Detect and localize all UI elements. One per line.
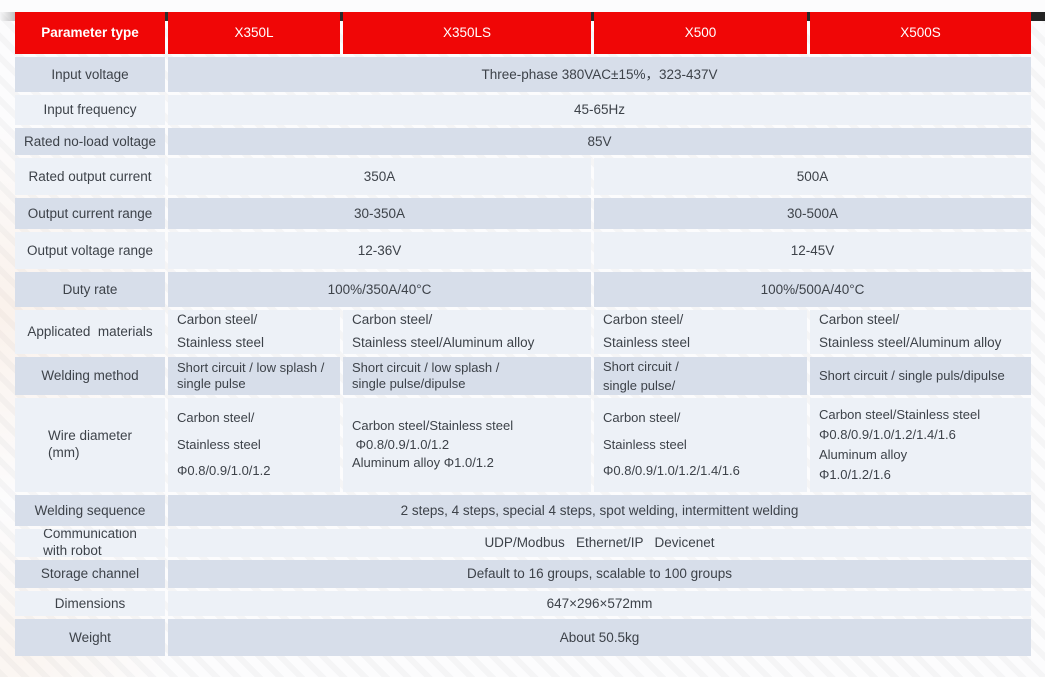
param-label-text: Wire diameter (mm): [47, 428, 133, 460]
row-no-load-voltage: Rated no-load voltage 85V: [15, 128, 1031, 155]
table-header-row: Parameter type X350L X350LS X500 X500S: [15, 12, 1031, 54]
value-wire-x350l: Carbon steel/ Stainless steel Φ0.8/0.9/1…: [168, 398, 340, 492]
row-input-frequency: Input frequency 45-65Hz: [15, 95, 1031, 125]
value-weight: About 50.5kg: [168, 619, 1031, 656]
param-label: Welding method: [15, 357, 165, 395]
param-label: Weight: [15, 619, 165, 656]
param-label: Applicated materials: [15, 310, 165, 354]
value-duty-rate-500: 100%/500A/40°C: [594, 272, 1031, 307]
row-output-current-range: Output current range 30-350A 30-500A: [15, 198, 1031, 229]
value-materials-x350ls: Carbon steel/ Stainless steel/Aluminum a…: [343, 310, 591, 354]
value-no-load-voltage: 85V: [168, 128, 1031, 155]
param-label: Duty rate: [15, 272, 165, 307]
header-model-x350l: X350L: [168, 12, 340, 54]
param-label: Communication with robot: [15, 529, 165, 557]
value-wire-x350ls: Carbon steel/Stainless steel Φ0.8/0.9/1.…: [343, 398, 591, 492]
param-label: Rated output current: [15, 158, 165, 195]
row-storage-channel: Storage channel Default to 16 groups, sc…: [15, 560, 1031, 588]
row-rated-output-current: Rated output current 350A 500A: [15, 158, 1031, 195]
param-label: Rated no-load voltage: [15, 128, 165, 155]
row-duty-rate: Duty rate 100%/350A/40°C 100%/500A/40°C: [15, 272, 1031, 307]
row-welding-sequence: Welding sequence 2 steps, 4 steps, speci…: [15, 495, 1031, 526]
row-input-voltage: Input voltage Three-phase 380VAC±15%，323…: [15, 57, 1031, 92]
param-label: Dimensions: [15, 591, 165, 616]
value-welding-method-x350ls: Short circuit / low splash / single puls…: [343, 357, 591, 395]
row-weight: Weight About 50.5kg: [15, 619, 1031, 656]
value-rated-current-500: 500A: [594, 158, 1031, 195]
value-storage-channel: Default to 16 groups, scalable to 100 gr…: [168, 560, 1031, 588]
value-duty-rate-350: 100%/350A/40°C: [168, 272, 591, 307]
param-label-text: Communication with robot: [43, 529, 137, 557]
value-dimensions: 647×296×572mm: [168, 591, 1031, 616]
value-input-voltage: Three-phase 380VAC±15%，323-437V: [168, 57, 1031, 92]
value-welding-sequence: 2 steps, 4 steps, special 4 steps, spot …: [168, 495, 1031, 526]
param-label: Output current range: [15, 198, 165, 229]
row-wire-diameter: Wire diameter (mm) Carbon steel/ Stainle…: [15, 398, 1031, 492]
value-wire-x500s: Carbon steel/Stainless steel Φ0.8/0.9/1.…: [810, 398, 1031, 492]
header-model-x500: X500: [594, 12, 807, 54]
value-current-range-350: 30-350A: [168, 198, 591, 229]
spec-table: Parameter type X350L X350LS X500 X500S I…: [15, 12, 1031, 656]
value-welding-method-x500: Short circuit / single pulse/: [594, 357, 807, 395]
header-parameter-type: Parameter type: [15, 12, 165, 54]
value-materials-x500s: Carbon steel/ Stainless steel/Aluminum a…: [810, 310, 1031, 354]
param-label: Welding sequence: [15, 495, 165, 526]
param-label: Input frequency: [15, 95, 165, 125]
row-communication: Communication with robot UDP/Modbus Ethe…: [15, 529, 1031, 557]
row-output-voltage-range: Output voltage range 12-36V 12-45V: [15, 232, 1031, 269]
value-materials-x350l: Carbon steel/ Stainless steel: [168, 310, 340, 354]
value-welding-method-x500s: Short circuit / single puls/dipulse: [810, 357, 1031, 395]
value-rated-current-350: 350A: [168, 158, 591, 195]
header-model-x500s: X500S: [810, 12, 1031, 54]
value-communication: UDP/Modbus Ethernet/IP Devicenet: [168, 529, 1031, 557]
row-applicated-materials: Applicated materials Carbon steel/ Stain…: [15, 310, 1031, 354]
header-model-x350ls: X350LS: [343, 12, 591, 54]
value-input-frequency: 45-65Hz: [168, 95, 1031, 125]
param-label: Storage channel: [15, 560, 165, 588]
value-current-range-500: 30-500A: [594, 198, 1031, 229]
value-welding-method-x350l: Short circuit / low splash / single puls…: [168, 357, 340, 395]
param-label: Wire diameter (mm): [15, 398, 165, 492]
param-label: Input voltage: [15, 57, 165, 92]
value-voltage-range-500: 12-45V: [594, 232, 1031, 269]
value-materials-x500: Carbon steel/ Stainless steel: [594, 310, 807, 354]
row-welding-method: Welding method Short circuit / low splas…: [15, 357, 1031, 395]
value-voltage-range-350: 12-36V: [168, 232, 591, 269]
row-dimensions: Dimensions 647×296×572mm: [15, 591, 1031, 616]
value-wire-x500: Carbon steel/ Stainless steel Φ0.8/0.9/1…: [594, 398, 807, 492]
param-label: Output voltage range: [15, 232, 165, 269]
